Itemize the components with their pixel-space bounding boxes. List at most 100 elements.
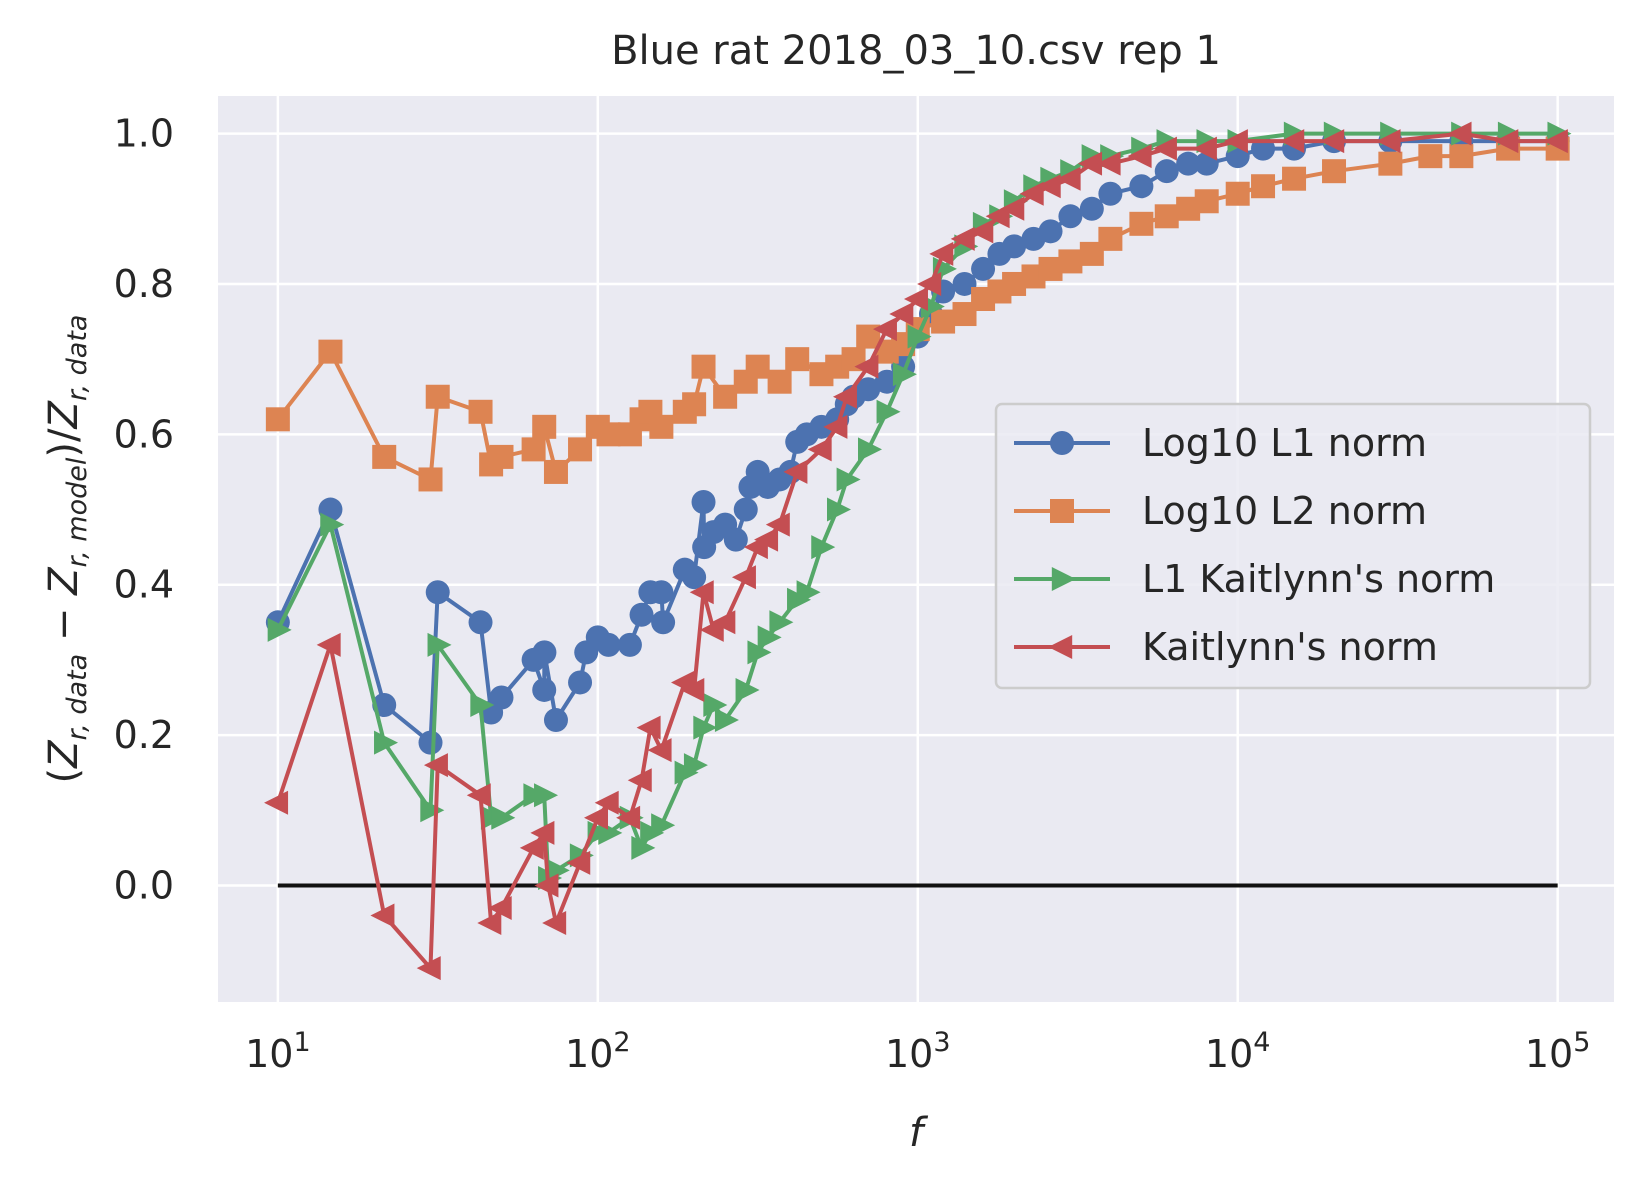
- data-point: [682, 565, 707, 590]
- data-point: [519, 835, 544, 860]
- data-point: [1378, 151, 1403, 176]
- data-point: [629, 602, 654, 627]
- data-point: [1194, 189, 1219, 214]
- legend-label: Kaitlynn's norm: [1142, 625, 1438, 669]
- data-point: [811, 535, 836, 560]
- data-point: [1320, 129, 1345, 154]
- data-point: [616, 805, 641, 830]
- data-point: [971, 256, 996, 281]
- data-point: [1282, 166, 1307, 191]
- legend-label: Log10 L1 norm: [1142, 421, 1427, 465]
- y-tick-label: 1.0: [114, 112, 174, 156]
- data-point: [1096, 151, 1121, 176]
- x-tick-label: 104: [1205, 1027, 1271, 1076]
- data-point: [950, 226, 975, 251]
- data-point: [568, 437, 593, 462]
- data-point: [530, 820, 555, 845]
- legend-label: Log10 L2 norm: [1142, 489, 1427, 533]
- data-point: [372, 444, 397, 469]
- data-point: [596, 632, 621, 657]
- data-point: [1058, 249, 1083, 274]
- data-point: [691, 490, 716, 515]
- data-point: [1447, 121, 1472, 146]
- data-point: [651, 813, 676, 838]
- data-point: [1078, 151, 1103, 176]
- data-point: [489, 685, 514, 710]
- data-point: [1225, 181, 1250, 206]
- data-point: [1058, 204, 1083, 229]
- data-point: [832, 384, 857, 409]
- data-point: [889, 302, 914, 327]
- data-point: [713, 384, 738, 409]
- data-point: [584, 805, 609, 830]
- legend-entry: Log10 L1 norm: [1014, 421, 1427, 465]
- data-point: [711, 610, 736, 635]
- legend-label: L1 Kaitlynn's norm: [1142, 557, 1495, 601]
- data-point: [703, 693, 728, 718]
- data-point: [466, 783, 491, 808]
- legend: Log10 L1 norm Log10 L2 norm L1 Kaitlynn's …: [994, 402, 1592, 690]
- data-point: [680, 677, 705, 702]
- data-point: [854, 354, 879, 379]
- data-point: [1056, 166, 1081, 191]
- data-point: [1129, 211, 1154, 236]
- data-point: [542, 911, 567, 936]
- data-point: [1376, 129, 1401, 154]
- data-point: [754, 527, 779, 552]
- data-point: [1079, 196, 1104, 221]
- data-point: [765, 512, 790, 537]
- data-point: [651, 610, 676, 635]
- data-point: [1154, 159, 1179, 184]
- data-point: [823, 414, 848, 439]
- data-point: [1223, 129, 1248, 154]
- data-point: [1038, 219, 1063, 244]
- legend-marker: [1050, 431, 1074, 455]
- data-point: [917, 271, 942, 296]
- data-point: [532, 677, 557, 702]
- x-tick-label: 103: [885, 1027, 951, 1076]
- data-point: [1176, 151, 1201, 176]
- data-point: [568, 670, 593, 695]
- data-point: [316, 632, 341, 657]
- data-point: [420, 798, 445, 823]
- data-point: [769, 610, 794, 635]
- data-point: [892, 362, 917, 387]
- legend-marker: [1050, 499, 1074, 523]
- series-2: [265, 136, 1570, 492]
- chart-title: Blue rat 2018_03_10.csv rep 1: [611, 28, 1221, 74]
- data-point: [532, 414, 557, 439]
- data-point: [545, 858, 570, 883]
- legend-marker: [1051, 567, 1076, 591]
- x-tick-label: 102: [565, 1027, 631, 1076]
- data-point: [735, 677, 760, 702]
- data-point: [872, 317, 897, 342]
- data-point: [1019, 181, 1044, 206]
- data-point: [627, 768, 652, 793]
- data-point: [857, 437, 882, 462]
- data-point: [731, 565, 756, 590]
- data-point: [532, 640, 557, 665]
- data-point: [320, 512, 345, 537]
- data-point: [783, 459, 808, 484]
- data-point: [631, 835, 656, 860]
- data-point: [491, 805, 516, 830]
- data-point: [1000, 196, 1025, 221]
- data-point: [1280, 129, 1305, 154]
- data-point: [425, 580, 450, 605]
- data-point: [747, 640, 772, 665]
- y-tick-label: 0.4: [114, 563, 174, 607]
- data-point: [1129, 174, 1154, 199]
- series-layer: [264, 121, 1572, 981]
- series-4: [264, 121, 1568, 981]
- data-point: [374, 730, 399, 755]
- legend-entry: L1 Kaitlynn's norm: [1014, 557, 1495, 601]
- data-point: [423, 753, 448, 778]
- data-point: [693, 715, 718, 740]
- data-point: [733, 497, 758, 522]
- data-point: [969, 219, 994, 244]
- data-point: [876, 399, 901, 424]
- data-point: [1002, 234, 1027, 259]
- data-point: [714, 708, 739, 733]
- data-point: [594, 790, 619, 815]
- data-point: [723, 527, 748, 552]
